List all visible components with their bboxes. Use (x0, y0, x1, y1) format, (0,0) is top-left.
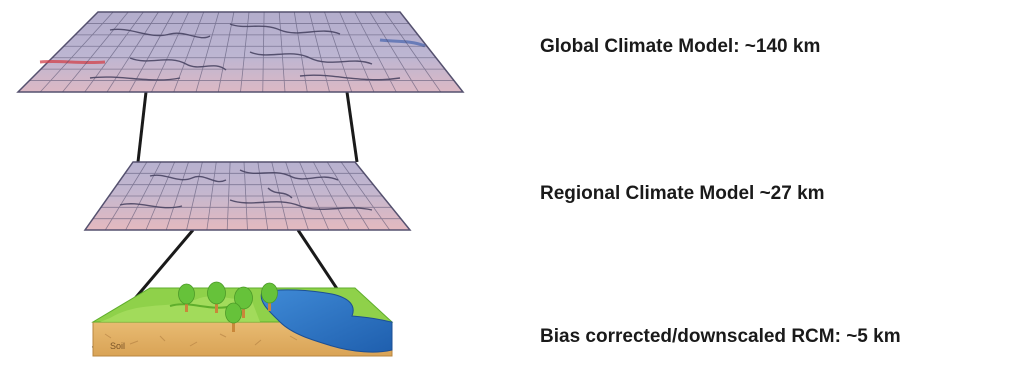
soil-label: Soil (110, 341, 125, 351)
grid-line (106, 11, 159, 93)
grid-line (173, 11, 205, 93)
grid-line (62, 11, 129, 93)
grid-line (128, 11, 174, 93)
gcm-red-anomaly-streak (39, 59, 106, 65)
downscaled-rcm-resolution-label: Bias corrected/downscaled RCM: ~5 km (540, 326, 901, 347)
grid-line (240, 11, 250, 93)
grid-line (293, 11, 308, 93)
local-landscape-block: Soil (91, 281, 394, 357)
tree (207, 281, 226, 313)
tree (178, 283, 195, 312)
tree (234, 286, 253, 318)
rcm-resolution-label: Regional Climate Model ~27 km (540, 183, 825, 204)
gcm-blue-anomaly-streak (379, 38, 426, 48)
gcm-resolution-label: Global Climate Model: ~140 km (540, 36, 821, 57)
tree (261, 282, 278, 311)
tree (225, 302, 242, 332)
grass-dark-patch (169, 303, 233, 309)
grid-line (309, 11, 330, 93)
grid-line (354, 11, 397, 93)
grid-line (324, 11, 353, 93)
grid-line (151, 11, 189, 93)
grid-line (369, 11, 419, 93)
rcm-grid-lines (93, 161, 401, 231)
trees (178, 281, 278, 332)
grid-line (339, 11, 375, 93)
rcm-grid-map (83, 161, 412, 231)
grid-line (84, 11, 144, 93)
grid-line (262, 11, 265, 93)
grid-line (195, 11, 220, 93)
gcm-grid-lines (29, 11, 454, 93)
connector-lines-upper (136, 91, 359, 163)
grid-line (217, 11, 235, 93)
water-body (260, 289, 393, 353)
grid-line (384, 11, 442, 93)
grid-line (278, 11, 286, 93)
gcm-grid-map (16, 11, 465, 93)
grid-line (39, 11, 114, 93)
